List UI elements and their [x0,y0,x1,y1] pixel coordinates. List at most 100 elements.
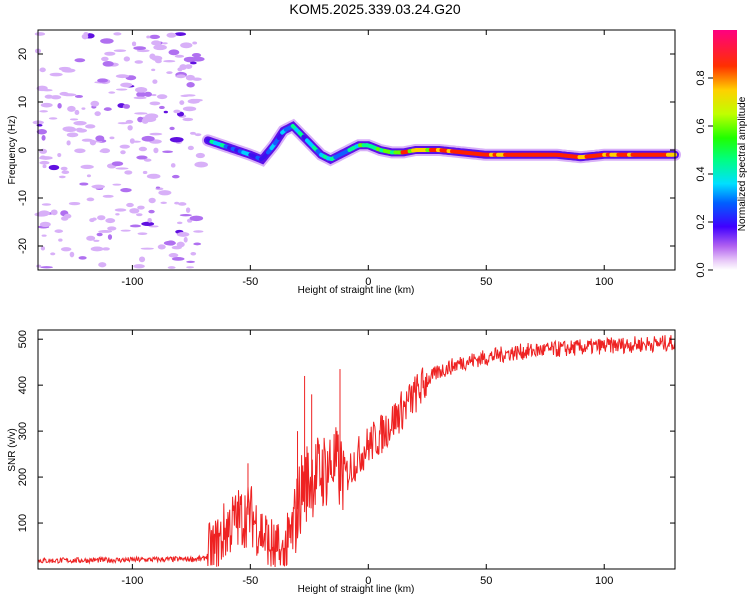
noise-blob [173,109,181,114]
noise-blob [74,148,86,154]
colorbar-tick-label: 0.0 [695,262,707,277]
snr-x-tick-label: -100 [121,575,143,587]
noise-blob [93,239,100,242]
snr-y-tick-label: 500 [17,330,29,348]
noise-blob [39,110,48,113]
noise-blob [184,64,193,69]
noise-blob [141,221,155,226]
noise-blob [176,241,185,248]
noise-blob [76,128,88,133]
snr-y-tick-label: 200 [17,468,29,486]
noise-blob [153,44,167,51]
noise-blob [99,150,105,153]
noise-blob [189,61,197,65]
noise-blob [136,213,143,217]
noise-blob [155,186,161,189]
noise-blob [96,232,103,237]
noise-blob [168,49,180,56]
noise-blob [163,60,176,63]
noise-blob [81,33,89,40]
noise-blob [79,182,89,186]
noise-blob [74,109,80,116]
noise-blob [41,234,47,237]
noise-blob [81,138,93,142]
noise-blob [159,105,165,110]
noise-blob [151,55,163,61]
noise-blob [49,72,63,77]
noise-blob [149,34,161,40]
noise-blob [133,46,147,50]
noise-blob [194,133,202,137]
noise-blob [41,203,52,206]
snr-y-ticks: 100 200 300 400 500 [17,330,675,532]
noise-blob [186,260,196,263]
noise-blob [170,163,176,168]
noise-blob [107,226,117,231]
noise-blob [185,207,191,213]
noise-blob [177,67,183,72]
noise-blob [100,38,114,44]
noise-blob [166,71,173,75]
noise-blob [68,201,81,206]
spectrogram-x-ticks: -100 -50 0 50 100 [121,30,613,288]
noise-blob [180,42,193,49]
spectrogram-x-tick-label: -100 [121,276,143,288]
noise-blob [142,170,148,175]
noise-blob [115,213,120,216]
colorbar-gradient [713,30,737,270]
noise-blob [60,247,72,252]
noise-blob [137,232,148,235]
noise-blob [143,158,152,162]
noise-blob [39,156,53,160]
noise-blob [58,175,66,179]
noise-blob [119,144,130,149]
noise-blob [136,49,150,53]
noise-blob [102,61,114,67]
noise-blob [174,32,187,36]
noise-blob [105,218,116,224]
noise-blob [151,40,161,46]
snr-y-tick-label: 400 [17,376,29,394]
snr-x-axis-label: Height of straight line (km) [298,584,415,595]
spectrogram-y-tick-label: 20 [17,48,29,60]
noise-blob [179,100,185,105]
noise-blob [146,173,161,179]
noise-blob [42,164,47,169]
noise-blob [134,60,144,64]
noise-blob [75,94,83,98]
noise-blob [86,235,96,241]
noise-blob [41,134,46,141]
noise-blob [176,74,186,79]
noise-blob [102,247,110,251]
noise-blob [194,161,208,168]
noise-blob [134,112,148,115]
noise-blob [195,152,205,159]
noise-blob [66,140,71,146]
colorbar-tick-label: 0.6 [695,118,707,133]
snr-x-tick-label: 100 [595,575,613,587]
noise-blob [136,91,146,98]
noise-blob [144,91,153,97]
noise-blob [168,253,179,258]
colorbar-tick-label: 0.4 [695,166,707,181]
spectrogram-y-tick-label: 10 [17,96,29,108]
noise-blob [120,188,132,193]
snr-x-tick-label: -50 [242,575,258,587]
noise-blob [40,102,53,108]
noise-blob [94,111,101,117]
noise-blob [63,213,72,219]
spectrogram-x-tick-label: 0 [365,276,371,288]
noise-blob [102,194,114,198]
noise-blob [39,67,46,73]
noise-blob [57,152,62,158]
noise-blob [114,208,127,212]
noise-blob [61,68,76,73]
noise-blob [91,185,102,188]
snr-y-tick-label: 100 [17,514,29,532]
noise-blob [73,121,87,126]
noise-blob [157,244,166,250]
snr-panel: -100 -50 0 50 100 100 200 300 400 500 Height of … [7,329,676,595]
snr-y-tick-label: 300 [17,422,29,440]
noise-blob [182,106,197,112]
noise-blob [36,264,42,268]
